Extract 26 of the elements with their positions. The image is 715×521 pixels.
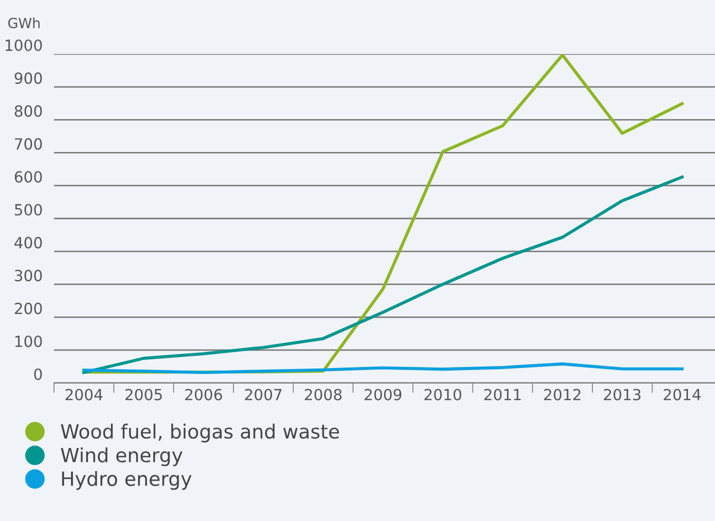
x-tick-label: 2006 bbox=[185, 388, 222, 400]
x-tick-label: 2009 bbox=[364, 388, 402, 400]
y-axis-title: GWh bbox=[8, 18, 40, 28]
legend-label: Hydro energy bbox=[62, 471, 192, 490]
y-tick-label: 400 bbox=[14, 236, 42, 248]
y-tick-label: 700 bbox=[14, 138, 42, 150]
y-tick-label: 600 bbox=[14, 171, 42, 183]
x-tick-label: 2011 bbox=[484, 388, 521, 400]
y-tick-label: 800 bbox=[14, 105, 42, 117]
x-tick-label: 2012 bbox=[544, 388, 580, 400]
y-tick-label: 200 bbox=[14, 302, 42, 314]
y-tick-label: 900 bbox=[14, 72, 42, 84]
x-tick-label: 2014 bbox=[664, 388, 701, 400]
legend-label: Wind energy bbox=[60, 447, 182, 466]
y-tick-label: 500 bbox=[14, 204, 42, 216]
x-tick-label: 2008 bbox=[304, 388, 342, 400]
x-tick-label: 2013 bbox=[604, 388, 640, 400]
y-tick-label: 100 bbox=[15, 336, 42, 348]
y-tick-label: 300 bbox=[14, 270, 42, 282]
y-tick-label: 1000 bbox=[6, 39, 42, 52]
x-tick-label: 2007 bbox=[245, 388, 282, 400]
x-tick-label: 2010 bbox=[424, 388, 462, 400]
x-tick-label: 2004 bbox=[66, 388, 102, 400]
y-tick-label: 0 bbox=[34, 368, 42, 380]
legend-label: Wood fuel, biogas and waste bbox=[60, 424, 339, 442]
x-tick-label: 2005 bbox=[125, 388, 162, 400]
